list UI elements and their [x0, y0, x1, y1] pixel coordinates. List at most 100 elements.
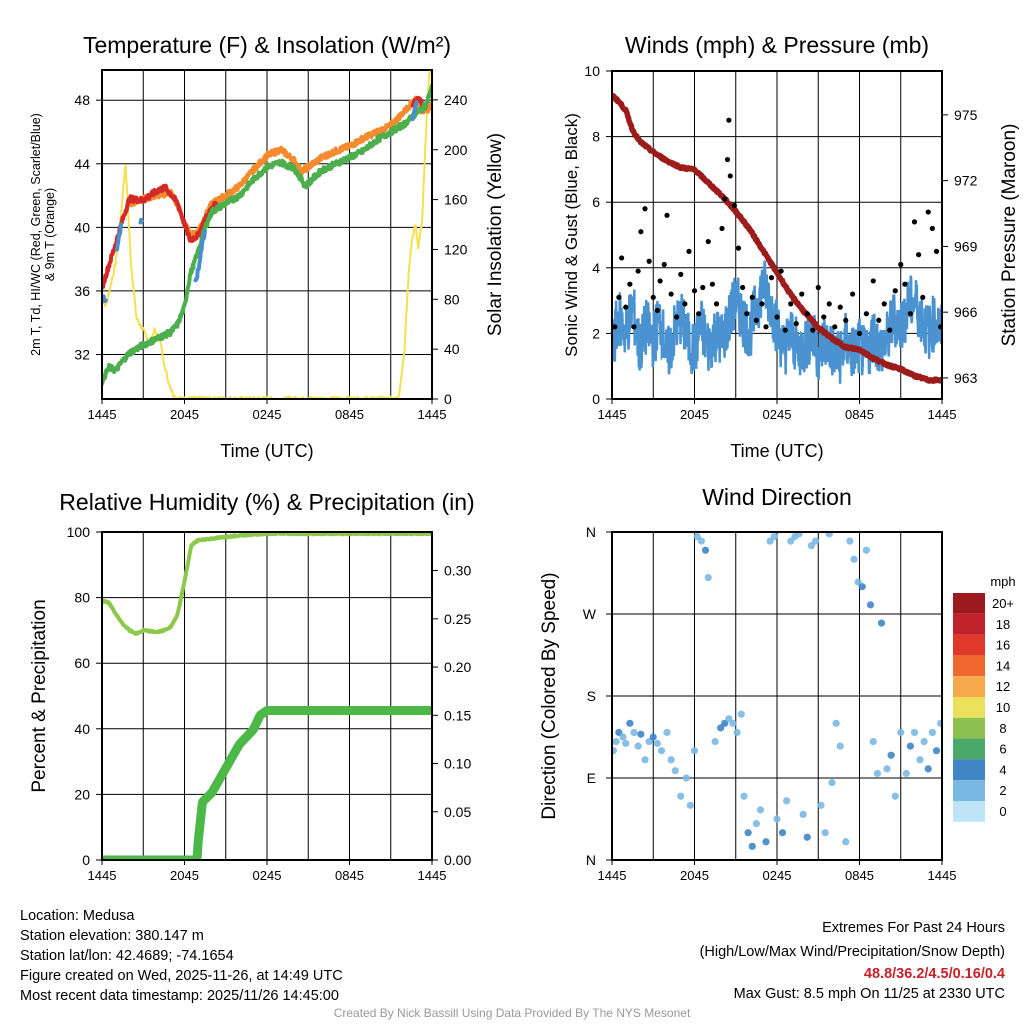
extremes-subtitle: (High/Low/Max Wind/Precipitation/Snow De… — [699, 944, 1005, 960]
extremes-info: Extremes For Past 24 Hours (High/Low/Max… — [700, 918, 1005, 1004]
gust-point — [705, 238, 711, 245]
colorbar-label: 12 — [996, 679, 1010, 694]
direction-point — [762, 838, 770, 846]
gust-point — [638, 229, 644, 235]
colorbar-swatch — [953, 655, 985, 677]
gust-point — [837, 304, 843, 310]
gust-point — [664, 212, 670, 218]
gust-point — [898, 261, 904, 268]
y-tick-label: S — [587, 688, 596, 704]
panel-1 — [96, 69, 438, 404]
direction-point — [862, 546, 870, 554]
gust-point — [810, 327, 816, 333]
direction-point — [821, 829, 829, 837]
gust-point — [735, 245, 742, 251]
direction-point — [619, 733, 627, 741]
direction-point — [783, 797, 791, 805]
plot-area — [102, 70, 432, 399]
gust-point — [887, 327, 893, 333]
gust-point — [832, 324, 838, 330]
direction-point — [756, 806, 765, 814]
direction-point — [887, 751, 895, 759]
chart-title: Temperature (F) & Insolation (W/m²) — [83, 32, 451, 58]
direction-point — [897, 728, 905, 737]
gust-point — [627, 281, 633, 287]
direction-point — [924, 765, 932, 773]
direction-point — [869, 737, 877, 746]
series-precipitation — [102, 706, 432, 860]
panel-3 — [96, 531, 438, 865]
x-tick-label: 2045 — [680, 407, 709, 422]
direction-point — [737, 710, 745, 718]
panel-2 — [606, 70, 948, 404]
direction-point — [877, 619, 886, 627]
direction-point — [729, 719, 737, 727]
colorbar-swatch — [953, 593, 985, 614]
gust-point — [821, 314, 827, 320]
gust-point — [657, 278, 663, 284]
plot-frame — [611, 70, 943, 400]
colorbar-label: 4 — [999, 762, 1006, 777]
direction-point — [803, 833, 811, 841]
direction-point — [630, 728, 638, 737]
gust-point — [727, 173, 733, 179]
y-axis-label: Direction (Colored By Speed) — [539, 572, 560, 819]
y-tick-label: E — [587, 770, 596, 786]
x-tick-label: 2045 — [680, 868, 709, 883]
direction-point — [657, 747, 666, 755]
direction-point — [637, 730, 645, 738]
direction-point — [932, 747, 941, 755]
gust-point — [768, 275, 775, 281]
y2-tick-label: 0.05 — [444, 804, 471, 820]
gust-point — [642, 206, 648, 212]
y-tick-label: 20 — [74, 786, 90, 802]
y2-axis-label: Solar Insolation (Yellow) — [485, 133, 506, 336]
y2-tick-label: 240 — [444, 92, 468, 108]
gust-point — [799, 291, 805, 297]
series-hi-wc-seg2 — [115, 222, 123, 252]
gust-point — [654, 307, 660, 314]
direction-point — [645, 737, 653, 746]
direction-point — [641, 756, 649, 764]
y-tick-label: N — [586, 852, 596, 868]
direction-point — [883, 765, 891, 773]
recent-data-text: Most recent data timestamp: 2025/11/26 1… — [20, 988, 339, 1004]
y-tick-label: 80 — [74, 590, 90, 606]
x-tick-label: 0845 — [335, 407, 364, 422]
gust-point — [719, 225, 725, 232]
y-tick-label: 40 — [74, 721, 90, 737]
gust-point — [911, 219, 918, 225]
x-tick-label: 1445 — [928, 407, 957, 422]
gust-point — [778, 268, 784, 274]
chart-title: Winds (mph) & Pressure (mb) — [625, 32, 929, 58]
direction-point — [842, 838, 850, 846]
direction-point — [920, 737, 928, 746]
gust-point — [635, 268, 641, 274]
y-tick-label: 6 — [592, 194, 600, 210]
y-tick-label: 0 — [82, 852, 90, 868]
y-axis-label: Percent & Precipitation — [29, 599, 50, 792]
y2-tick-label: 200 — [444, 142, 468, 158]
gust-point — [650, 294, 656, 300]
y-tick-label: 100 — [67, 524, 91, 540]
direction-point — [891, 792, 899, 800]
gust-point — [788, 301, 794, 307]
gust-point — [686, 248, 692, 254]
x-tick-label: 0245 — [253, 868, 282, 883]
series-relative-humidity — [102, 532, 432, 636]
colorbar-swatch — [953, 759, 985, 781]
y-tick-label: 60 — [74, 655, 90, 671]
y2-tick-label: 0.10 — [444, 756, 471, 772]
colorbar-label: 18 — [996, 617, 1010, 632]
y2-tick-label: 975 — [954, 107, 978, 123]
direction-point — [649, 733, 657, 741]
y2-tick-label: 160 — [444, 192, 468, 208]
gust-point — [892, 288, 898, 294]
series-sonic-wind — [612, 260, 942, 384]
gust-point — [682, 301, 688, 307]
x-tick-label: 0245 — [763, 868, 792, 883]
gust-point — [616, 294, 622, 300]
colorbar-swatch — [953, 613, 985, 635]
gust-point — [920, 294, 926, 300]
y2-tick-label: 0 — [444, 391, 452, 407]
